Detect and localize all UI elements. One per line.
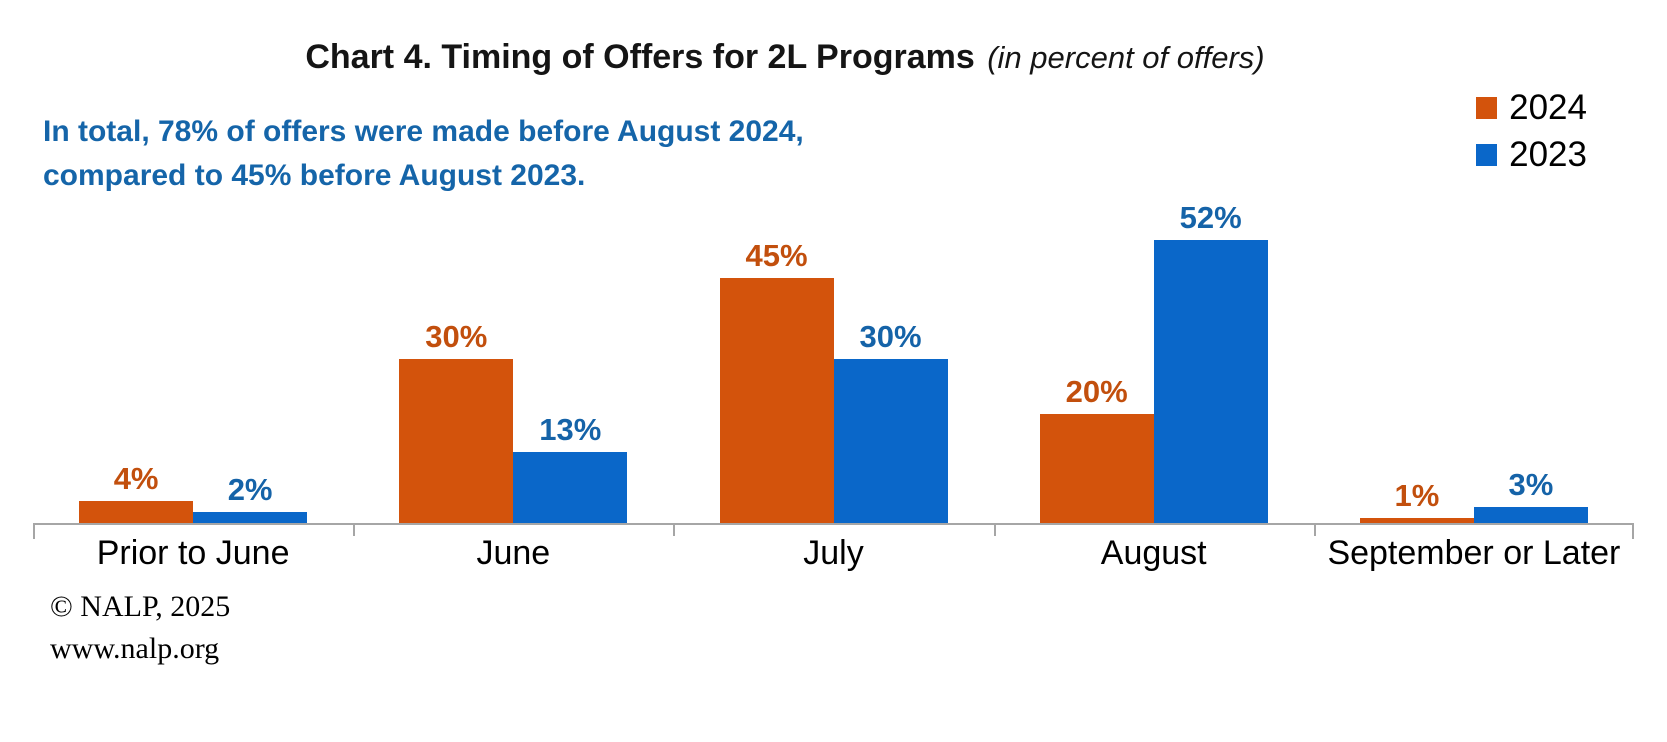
bar-2023-july: 30% (833, 321, 948, 523)
bar-2023-prior-to-june: 2% (193, 474, 308, 523)
bar-2024-september-or-later: 1% (1359, 480, 1474, 523)
category-label-prior-to-june: Prior to June (96, 534, 290, 572)
website-text: www.nalp.org (50, 632, 220, 665)
bar-value-label-2023-september-or-later: 3% (1508, 467, 1554, 502)
bar-value-label-2023-july: 30% (859, 319, 922, 354)
bar-value-label-2024-august: 20% (1065, 374, 1128, 409)
legend-swatch-2023 (1476, 143, 1498, 166)
bar-2023-september-or-later: 3% (1473, 469, 1588, 523)
chart-title: Chart 4. Timing of Offers for 2L Program… (0, 38, 1570, 77)
category-label-september-or-later: September or Later (1327, 534, 1621, 572)
chart-title-note: (in percent of offers) (987, 40, 1265, 75)
bar-value-label-2023-june: 13% (539, 412, 602, 447)
bar-value-label-2024-prior-to-june: 4% (113, 461, 159, 496)
axis-tick-3 (994, 525, 996, 536)
chart-annotation: In total, 78% of offers were made before… (43, 115, 804, 193)
x-axis-labels: Prior to June June July August September or … (33, 534, 1634, 573)
legend-label-2024: 2024 (1509, 88, 1587, 127)
bar-2024-june: 30% (399, 321, 514, 523)
axis-tick-2 (673, 525, 675, 536)
bar-value-label-2024-july: 45% (745, 238, 808, 273)
bar-2024-prior-to-june: 4% (79, 463, 194, 523)
category-label-july: July (803, 534, 864, 572)
axis-tick-0 (33, 525, 35, 539)
legend-label-2023: 2023 (1509, 135, 1587, 174)
chart-legend: 2024 2023 (1476, 90, 1587, 172)
copyright-text: © NALP, 2025 (50, 590, 231, 623)
bar-value-label-2024-june: 30% (425, 319, 488, 354)
bar-2024-august: 20% (1039, 376, 1154, 523)
plot-area: 4% 2% 30% 13% 45% 30% 20% 52% 1% 3% (33, 0, 1634, 523)
bar-value-label-2023-prior-to-june: 2% (227, 472, 273, 507)
chart-title-text: Chart 4. Timing of Offers for 2L Program… (305, 38, 975, 76)
axis-tick-1 (353, 525, 355, 536)
bar-2023-june: 13% (513, 414, 628, 523)
bar-value-label-2024-september-or-later: 1% (1394, 478, 1440, 513)
bar-2023-august: 52% (1153, 202, 1268, 523)
x-axis-line (33, 523, 1634, 525)
legend-item-2023: 2023 (1476, 137, 1587, 172)
source-footer: © NALP, 2025 www.nalp.org (50, 586, 230, 670)
axis-tick-4 (1314, 525, 1316, 536)
legend-item-2024: 2024 (1476, 90, 1587, 125)
category-group-prior-to-june: 4% 2% (33, 0, 353, 523)
category-group-august: 20% 52% (994, 0, 1314, 523)
category-group-july: 45% 30% (673, 0, 993, 523)
axis-tick-5 (1632, 525, 1634, 539)
bar-2024-july: 45% (719, 240, 834, 523)
category-label-august: August (1100, 534, 1207, 572)
category-group-june: 30% 13% (353, 0, 673, 523)
bar-value-label-2023-august: 52% (1179, 200, 1242, 235)
category-label-june: June (476, 534, 551, 572)
category-group-september-or-later: 1% 3% (1314, 0, 1634, 523)
legend-swatch-2024 (1476, 96, 1498, 119)
